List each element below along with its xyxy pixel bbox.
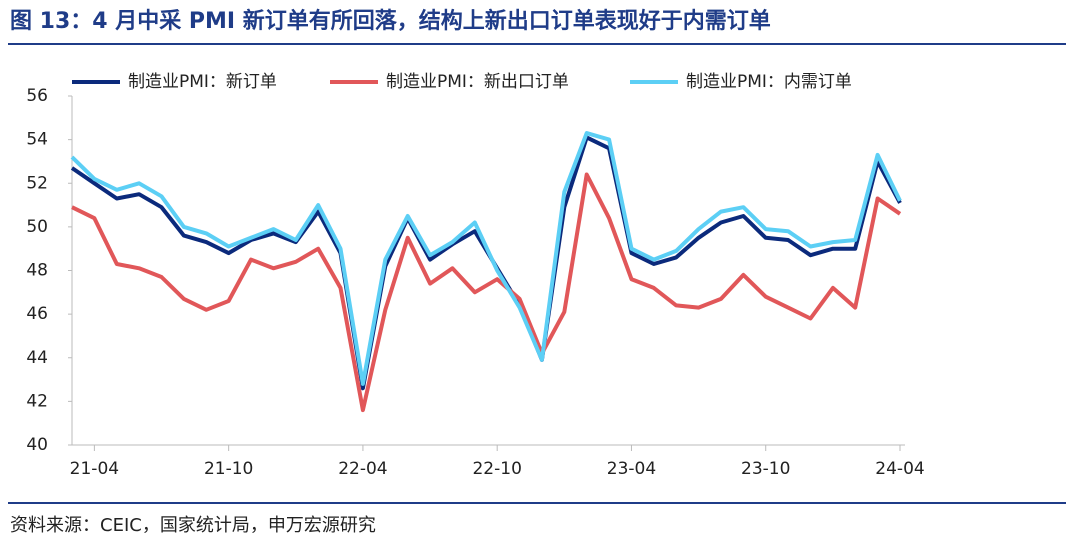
y-tick-label: 50 [26,217,48,237]
y-tick-label: 54 [26,130,48,150]
legend-label: 制造业PMI：新出口订单 [386,72,569,92]
x-tick-label: 23-04 [607,459,656,479]
y-tick-label: 46 [26,304,48,324]
y-tick-label: 40 [26,435,48,455]
x-tick-label: 22-10 [472,459,521,479]
x-tick-label: 21-10 [204,459,253,479]
x-tick-label: 22-04 [338,459,387,479]
line-series [70,135,902,391]
y-tick-label: 52 [26,173,48,193]
y-tick-label: 44 [26,348,48,368]
chart-title: 图 13：4 月中采 PMI 新订单有所回落，结构上新出口订单表现好于内需订单 [10,8,771,34]
x-tick-label: 23-10 [741,459,790,479]
x-tick-label: 24-04 [875,459,924,479]
y-tick-label: 42 [26,391,48,411]
legend-label: 制造业PMI：新订单 [128,72,277,92]
y-tick-label: 56 [26,86,48,106]
line-series [71,172,902,413]
x-tick-label: 21-04 [70,459,119,479]
source: 资料来源：CEIC，国家统计局，申万宏源研究 [10,515,376,536]
legend-label: 制造业PMI：内需订单 [686,72,852,92]
line-series [70,131,902,386]
y-tick-label: 48 [26,261,48,281]
